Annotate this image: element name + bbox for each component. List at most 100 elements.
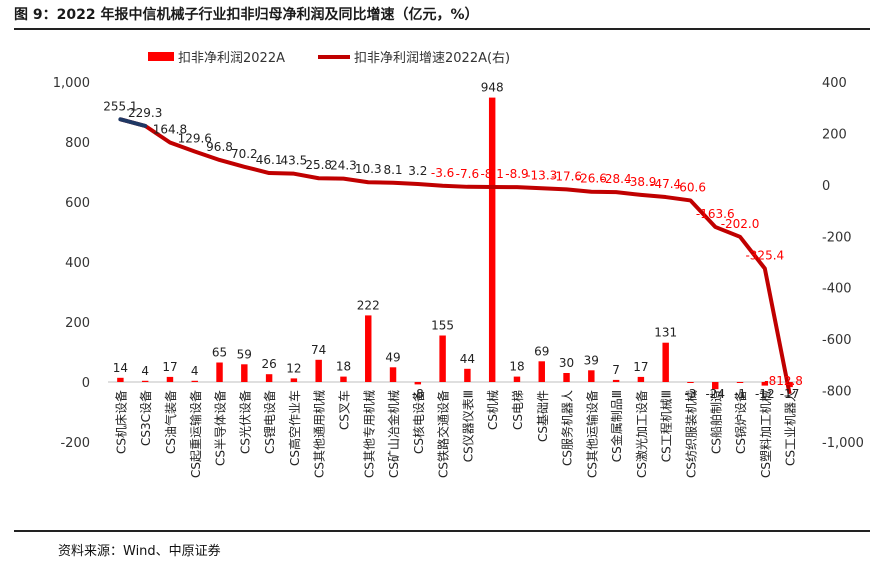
bars-layer bbox=[117, 97, 793, 390]
line-layer bbox=[118, 117, 792, 395]
growth-line-first-segment bbox=[118, 117, 148, 128]
chart-legend: 扣非净利润2022A 扣非净利润增速2022A(右) bbox=[148, 51, 510, 66]
growth-value-label: 24.3 bbox=[330, 159, 357, 173]
profit-bar bbox=[340, 376, 347, 382]
bar-value-label: 65 bbox=[212, 346, 227, 360]
profit-bar bbox=[439, 335, 446, 382]
bar-value-label: -24 bbox=[705, 387, 725, 401]
axes-layer: -200 0 200 400 600 800 1,000 -1,000 -800 -600 -400… bbox=[53, 76, 864, 478]
category-label: CS其他运输设备 bbox=[584, 390, 599, 478]
category-label: CS工程机械Ⅲ bbox=[659, 390, 674, 462]
left-tick-label: 1,000 bbox=[53, 76, 90, 91]
category-label: CS核电设备 bbox=[412, 390, 426, 454]
category-label: CS激光加工设备 bbox=[635, 390, 649, 478]
category-label: CS塑料加工机械 bbox=[758, 390, 773, 478]
right-tick-label: 200 bbox=[822, 127, 847, 142]
category-label: CS铁路交通设备 bbox=[436, 390, 451, 478]
growth-line bbox=[119, 117, 792, 395]
growth-value-label: 8.1 bbox=[383, 163, 402, 177]
footer-divider bbox=[14, 530, 870, 532]
category-label: CS其他通用机械 bbox=[312, 390, 327, 478]
category-label: CS3C设备 bbox=[139, 390, 153, 446]
growth-value-label: -17.6 bbox=[551, 169, 582, 183]
profit-bar bbox=[538, 361, 545, 382]
growth-value-label: 10.3 bbox=[355, 162, 382, 176]
growth-value-label: 164.8 bbox=[153, 122, 187, 136]
profit-bar bbox=[513, 376, 521, 382]
growth-value-label: 96.8 bbox=[206, 140, 233, 154]
right-tick-label: 0 bbox=[822, 179, 830, 194]
source-note: 资料来源：Wind、中原证券 bbox=[58, 544, 221, 559]
profit-bar bbox=[563, 373, 570, 382]
category-label: CS锂电设备 bbox=[262, 390, 277, 454]
title-divider bbox=[14, 28, 870, 30]
profit-bar bbox=[365, 315, 372, 382]
growth-value-label: 255.1 bbox=[103, 99, 137, 113]
profit-bar bbox=[687, 382, 694, 383]
bar-value-label: 26 bbox=[261, 357, 276, 371]
category-label: CS机械 bbox=[485, 390, 500, 430]
category-label: CS工业机器人 bbox=[784, 390, 798, 466]
figure-title: 图 9：2022 年报中信机械子行业扣非归母净利润及同比增速（亿元，%） bbox=[14, 7, 479, 23]
profit-bar bbox=[414, 382, 422, 385]
profit-bar bbox=[637, 376, 645, 382]
profit-bar bbox=[712, 382, 719, 390]
bar-value-label: 59 bbox=[237, 347, 252, 361]
bar-value-label: 39 bbox=[584, 353, 599, 367]
right-tick-label: -600 bbox=[822, 333, 852, 348]
profit-bar bbox=[612, 379, 620, 382]
left-tick-label: 400 bbox=[65, 256, 90, 271]
profit-bar bbox=[761, 382, 769, 386]
growth-value-label: -26.6 bbox=[576, 172, 607, 186]
bar-value-label: 69 bbox=[534, 344, 549, 358]
category-label: CS服务机器人 bbox=[560, 390, 575, 466]
profit-bar bbox=[241, 364, 248, 382]
profit-bar bbox=[464, 368, 471, 382]
bar-value-label: 18 bbox=[336, 360, 351, 374]
category-label: CS叉车 bbox=[336, 390, 351, 430]
bar-value-label: 155 bbox=[431, 319, 454, 333]
bar-value-label: 222 bbox=[357, 298, 380, 312]
profit-bar bbox=[141, 380, 149, 382]
bar-value-label: -3 bbox=[684, 387, 696, 401]
category-label: CS纺织服装机械 bbox=[683, 390, 698, 478]
right-tick-label: 400 bbox=[822, 76, 847, 91]
bar-value-label: 74 bbox=[311, 343, 326, 357]
category-label: CS油气装备 bbox=[163, 390, 178, 454]
category-label: CS电梯 bbox=[511, 390, 525, 430]
profit-bar bbox=[588, 370, 595, 382]
growth-value-label: -47.4 bbox=[650, 177, 681, 191]
legend-bar-swatch bbox=[148, 52, 174, 61]
profit-bar bbox=[117, 377, 124, 382]
right-tick-label: -1,000 bbox=[822, 436, 864, 451]
combo-chart: 扣非净利润2022A 扣非净利润增速2022A(右) -200 0 200 400 60… bbox=[53, 51, 864, 478]
category-label: CS高空作业车 bbox=[287, 390, 302, 466]
category-label: CS金属制品Ⅲ bbox=[609, 390, 624, 462]
legend-bar-label: 扣非净利润2022A bbox=[178, 51, 285, 66]
bar-value-label: 17 bbox=[162, 360, 177, 374]
growth-value-label: -8.9 bbox=[505, 167, 528, 181]
growth-value-label: 129.6 bbox=[178, 132, 212, 146]
bar-value-label: 14 bbox=[113, 361, 128, 375]
category-label: CS基础件 bbox=[536, 390, 550, 442]
right-tick-label: -400 bbox=[822, 282, 852, 297]
profit-bar bbox=[290, 378, 298, 382]
category-label: CS机床设备 bbox=[114, 390, 128, 454]
profit-bar bbox=[488, 97, 496, 382]
bar-value-label: 7 bbox=[612, 363, 620, 377]
bar-value-label: 131 bbox=[654, 326, 677, 340]
category-label: CS起重运输设备 bbox=[188, 390, 203, 478]
profit-bar bbox=[736, 382, 744, 383]
bar-value-label: 49 bbox=[385, 350, 400, 364]
growth-value-label: -8.1 bbox=[480, 167, 503, 181]
bar-value-label: 4 bbox=[191, 364, 199, 378]
right-tick-label: -200 bbox=[822, 230, 852, 245]
growth-value-label: 25.8 bbox=[305, 158, 332, 172]
legend-line-label: 扣非净利润增速2022A(右) bbox=[354, 51, 510, 66]
profit-bar bbox=[216, 362, 223, 382]
profit-bar bbox=[662, 342, 669, 382]
bar-value-label: 44 bbox=[460, 352, 475, 366]
bar-value-label: 18 bbox=[509, 360, 524, 374]
growth-value-label: -60.6 bbox=[675, 180, 706, 194]
growth-value-label: 229.3 bbox=[128, 106, 162, 120]
